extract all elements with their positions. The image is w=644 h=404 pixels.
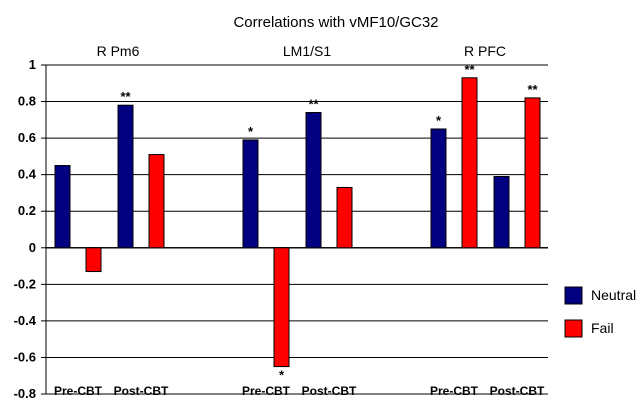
bar-fail	[336, 186, 353, 249]
y-tick-label: -0.2	[14, 276, 36, 291]
significance-label: **	[120, 89, 131, 104]
y-tick-label: -0.4	[14, 313, 37, 328]
y-tick-label: 0.2	[18, 203, 36, 218]
category-label: Pre-CBT	[430, 384, 479, 398]
significance-label: **	[308, 97, 319, 112]
chart-title: Correlations with vMF10/GC32	[233, 14, 438, 31]
category-label: Post-CBT	[490, 384, 545, 398]
significance-label: **	[527, 82, 538, 97]
y-tick-label: 0.6	[18, 130, 36, 145]
bar-neutral	[117, 104, 134, 249]
bar-fail	[524, 97, 541, 249]
category-label: Post-CBT	[114, 384, 169, 398]
y-axis: 1 0.8 0.6 0.4 0.2 0 -0.2 -0.4 -0.6 -0.8	[14, 57, 548, 401]
group-label: LM1/S1	[283, 43, 331, 59]
y-tick-label: 0.4	[18, 167, 37, 182]
significance-label: *	[248, 124, 254, 139]
legend-label-fail: Fail	[591, 320, 614, 336]
category-label: Pre-CBT	[54, 384, 103, 398]
bar-fail	[273, 247, 290, 368]
legend: Neutral Fail	[564, 286, 636, 338]
significance-label: *	[279, 368, 285, 383]
y-tick-label: -0.8	[14, 386, 36, 401]
bar-neutral	[305, 112, 322, 249]
significance-label: *	[436, 113, 442, 128]
group-label: R Pm6	[97, 43, 140, 59]
category-label: Pre-CBT	[242, 384, 291, 398]
category-label: Post-CBT	[302, 384, 357, 398]
y-tick-label: 0.8	[18, 94, 36, 109]
bar-fail	[148, 154, 165, 249]
legend-label-neutral: Neutral	[591, 287, 636, 303]
bar-neutral	[430, 128, 447, 249]
legend-swatch-neutral	[564, 286, 583, 305]
labels: ***********Pre-CBT Post-CBT Pre-CBT Post-CB…	[54, 43, 545, 398]
bar-fail	[85, 247, 102, 273]
bar-fail	[461, 77, 478, 249]
bar-neutral	[242, 139, 259, 249]
y-tick-label: 1	[29, 57, 36, 72]
bars	[54, 77, 541, 368]
legend-swatch-fail	[564, 319, 583, 338]
bar-neutral	[54, 165, 71, 249]
y-tick-label: 0	[29, 240, 36, 255]
group-label: R PFC	[464, 43, 506, 59]
y-tick-label: -0.6	[14, 349, 36, 364]
significance-label: **	[464, 62, 475, 77]
bar-neutral	[493, 175, 510, 249]
